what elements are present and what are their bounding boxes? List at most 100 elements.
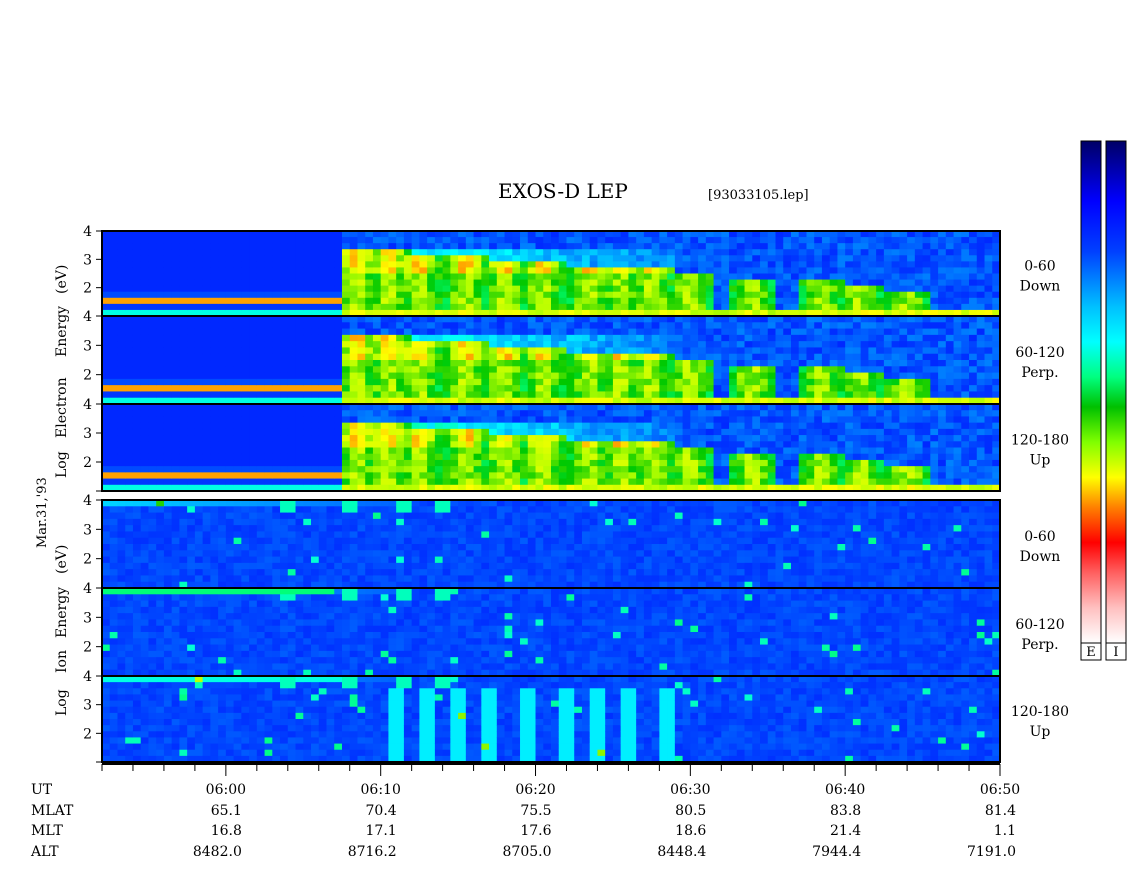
heatmap-cell: [303, 341, 312, 348]
heatmap-cell: [225, 249, 234, 256]
heatmap-cell: [256, 267, 265, 274]
heatmap-cell: [132, 309, 142, 317]
heatmap-cell: [775, 347, 784, 355]
heatmap-cell: [249, 441, 258, 448]
heatmap-cell: [690, 341, 699, 348]
heatmap-cell: [883, 466, 893, 473]
heatmap-cell: [907, 447, 916, 455]
heatmap-cell: [674, 231, 683, 238]
heatmap-cell: [272, 353, 281, 361]
heatmap-cell: [821, 416, 831, 424]
heatmap-cell: [303, 243, 312, 250]
heatmap-cell: [496, 478, 505, 486]
heatmap-cell: [241, 316, 250, 323]
heatmap-cell: [775, 447, 784, 455]
heatmap-cell: [574, 366, 583, 373]
heatmap-cell: [883, 484, 893, 492]
heatmap-cell: [163, 347, 173, 355]
heatmap-cell: [551, 435, 560, 442]
heatmap-cell: [117, 378, 126, 386]
heatmap-cell: [814, 441, 823, 448]
heatmap-cell: [938, 422, 947, 430]
heatmap-cell: [976, 404, 985, 411]
heatmap-cell: [721, 303, 730, 311]
heatmap-cell: [558, 237, 567, 244]
heatmap-cell: [806, 435, 815, 442]
heatmap-cell: [736, 416, 745, 424]
heatmap-cell: [899, 385, 908, 392]
heatmap-cell: [117, 385, 126, 392]
heatmap-cell: [256, 347, 265, 355]
heatmap-cell: [365, 385, 374, 392]
heatmap-cell: [845, 297, 854, 305]
heatmap-cell: [512, 285, 521, 293]
heatmap-cell: [233, 416, 242, 424]
heatmap-cell: [845, 453, 854, 461]
heatmap-cell: [566, 297, 575, 305]
heatmap-cell: [380, 285, 389, 293]
heatmap-cell: [171, 404, 180, 411]
heatmap-cell: [744, 316, 753, 323]
heatmap-cell: [566, 285, 575, 293]
heatmap-cell: [698, 316, 707, 323]
heatmap-cell: [961, 372, 970, 380]
heatmap-cell: [736, 243, 745, 250]
heatmap-cell: [148, 353, 157, 361]
heatmap-cell: [156, 378, 165, 386]
heatmap-cell: [961, 255, 970, 262]
heatmap-cell: [380, 353, 389, 361]
heatmap-cell: [821, 391, 831, 399]
heatmap-cell: [659, 255, 668, 262]
heatmap-cell: [558, 453, 567, 461]
heatmap-cell: [396, 478, 405, 486]
heatmap-cell: [148, 334, 157, 342]
heatmap-cell: [543, 279, 552, 287]
heatmap-cell: [318, 322, 327, 329]
heatmap-cell: [163, 273, 173, 280]
heatmap-cell: [512, 279, 521, 287]
heatmap-cell: [403, 231, 413, 238]
heatmap-cell: [473, 347, 482, 355]
heatmap-cell: [674, 385, 683, 392]
heatmap-cell: [434, 353, 444, 361]
heatmap-cell: [558, 422, 567, 430]
heatmap-cell: [566, 466, 575, 473]
heatmap-cell: [636, 360, 645, 367]
heatmap-cell: [682, 428, 691, 436]
heatmap-cell: [473, 366, 482, 373]
heatmap-cell: [659, 231, 668, 238]
heatmap-cell: [256, 303, 265, 311]
heatmap-cell: [241, 261, 250, 268]
heatmap-cell: [140, 512, 149, 520]
heatmap-cell: [883, 341, 893, 348]
heatmap-cell: [775, 328, 784, 336]
heatmap-cell: [504, 385, 513, 392]
heatmap-cell: [752, 385, 761, 392]
heatmap-cell: [427, 360, 436, 367]
heatmap-cell: [117, 537, 126, 545]
heatmap-cell: [132, 285, 142, 293]
heatmap-cell: [365, 484, 374, 492]
heatmap-cell: [264, 410, 273, 417]
heatmap-cell: [125, 428, 134, 436]
heatmap-cell: [868, 466, 877, 473]
heatmap-cell: [512, 309, 521, 317]
heatmap-cell: [434, 478, 444, 486]
heatmap-cell: [496, 447, 505, 455]
heatmap-cell: [876, 322, 885, 329]
heatmap-cell: [148, 416, 157, 424]
heatmap-cell: [102, 447, 111, 455]
heatmap-cell: [225, 291, 234, 299]
heatmap-cell: [148, 328, 157, 336]
heatmap-cell: [156, 366, 165, 373]
heatmap-cell: [458, 316, 467, 323]
heatmap-cell: [876, 231, 885, 238]
heatmap-cell: [481, 291, 490, 299]
heatmap-cell: [489, 237, 498, 244]
heatmap-cell: [287, 285, 296, 293]
heatmap-cell: [458, 397, 467, 405]
heatmap-cell: [202, 322, 211, 329]
heatmap-cell: [442, 231, 451, 238]
heatmap-cell: [241, 466, 250, 473]
heatmap-cell: [280, 453, 289, 461]
